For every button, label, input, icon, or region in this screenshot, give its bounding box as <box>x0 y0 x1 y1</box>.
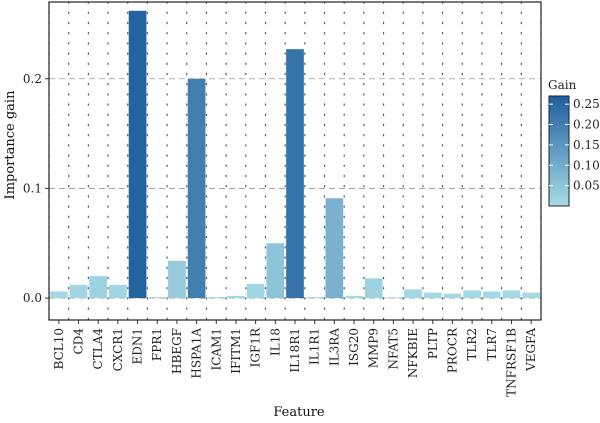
bar-TNFRSF1B <box>502 290 521 299</box>
bar-MMP9 <box>364 278 383 299</box>
bar-TLR7 <box>482 291 501 299</box>
bar-TLR2 <box>463 290 481 299</box>
legend-tick-label: 0.25 <box>573 97 600 111</box>
plot-border <box>48 1 542 321</box>
x-tick-label: CTLA4 <box>91 328 105 370</box>
x-tick-label: BCL10 <box>52 328 66 369</box>
legend-tick-label: 0.15 <box>573 138 600 152</box>
y-tick-label: 0.1 <box>23 181 42 195</box>
x-tick-label: FPR1 <box>150 328 164 361</box>
legend-colorbar <box>548 95 570 207</box>
bar-HBEGF <box>168 260 186 299</box>
bars <box>49 10 541 299</box>
x-tick-label: IL18 <box>268 328 282 356</box>
x-tick-label: IL18R1 <box>288 328 302 373</box>
x-tick-label: EDN1 <box>131 328 145 365</box>
bar-BCL10 <box>49 291 68 299</box>
bar-IGF1R <box>246 283 265 299</box>
y-axis: 0.0 0.1 0.2 <box>23 72 49 305</box>
x-axis: BCL10 CD4 CTLA4 CXCR1 EDN1 FPR1 HBEGF HSPA1A ICA… <box>52 320 538 397</box>
bar-CTLA4 <box>89 276 108 299</box>
x-tick-label: HSPA1A <box>190 328 204 379</box>
x-axis-title: Feature <box>273 405 325 420</box>
x-tick-label: PLTP <box>426 328 440 359</box>
x-tick-label: IGF1R <box>249 327 263 367</box>
legend: Gain 0.05 0.10 0.15 0.20 0.25 <box>548 78 600 207</box>
x-tick-label: VEGFA <box>524 328 538 372</box>
bar-VEGFA <box>522 292 541 299</box>
bar-IL1R1 <box>305 296 324 299</box>
bar-CXCR1 <box>109 284 127 299</box>
x-tick-label: TLR2 <box>465 328 479 361</box>
x-tick-label: IL1R1 <box>308 328 322 365</box>
legend-tick-label: 0.05 <box>573 179 600 193</box>
x-tick-label: IFITM1 <box>229 328 243 374</box>
bar-NFAT5 <box>384 297 403 299</box>
x-tick-label: MMP9 <box>367 328 381 368</box>
legend-tick-label: 0.20 <box>573 118 600 132</box>
x-tick-label: ICAM1 <box>209 328 223 371</box>
x-tick-label: TNFRSF1B <box>504 328 518 397</box>
bar-IFITM1 <box>227 295 245 299</box>
bar-EDN1 <box>128 10 147 299</box>
x-tick-label: NFAT5 <box>386 328 400 369</box>
y-tick-label: 0.2 <box>23 72 42 86</box>
x-tick-label: CXCR1 <box>111 328 125 371</box>
legend-title: Gain <box>548 78 577 92</box>
x-tick-label: HBEGF <box>170 328 184 374</box>
bar-ISG20 <box>345 295 363 299</box>
x-tick-label: IL3RA <box>327 328 341 366</box>
bar-ICAM1 <box>207 296 226 299</box>
bar-FPR1 <box>148 296 167 299</box>
x-tick-label: TLR7 <box>485 328 499 361</box>
y-axis-title: Importance gain <box>3 90 18 200</box>
bar-NFKBIE <box>404 289 422 299</box>
bar-PLTP <box>423 292 442 299</box>
bar-PROCR <box>443 293 462 299</box>
bar-HSPA1A <box>187 78 206 299</box>
x-tick-label: ISG20 <box>347 328 361 366</box>
bar-CD4 <box>69 284 88 299</box>
bar-IL18R1 <box>286 49 304 299</box>
x-tick-label: PROCR <box>445 327 459 373</box>
bar-IL18 <box>266 243 285 299</box>
legend-tick-label: 0.10 <box>573 158 600 172</box>
x-tick-label: CD4 <box>72 328 86 355</box>
x-tick-label: NFKBIE <box>406 328 420 378</box>
y-tick-label: 0.0 <box>23 291 42 305</box>
bar-IL3RA <box>325 198 344 299</box>
